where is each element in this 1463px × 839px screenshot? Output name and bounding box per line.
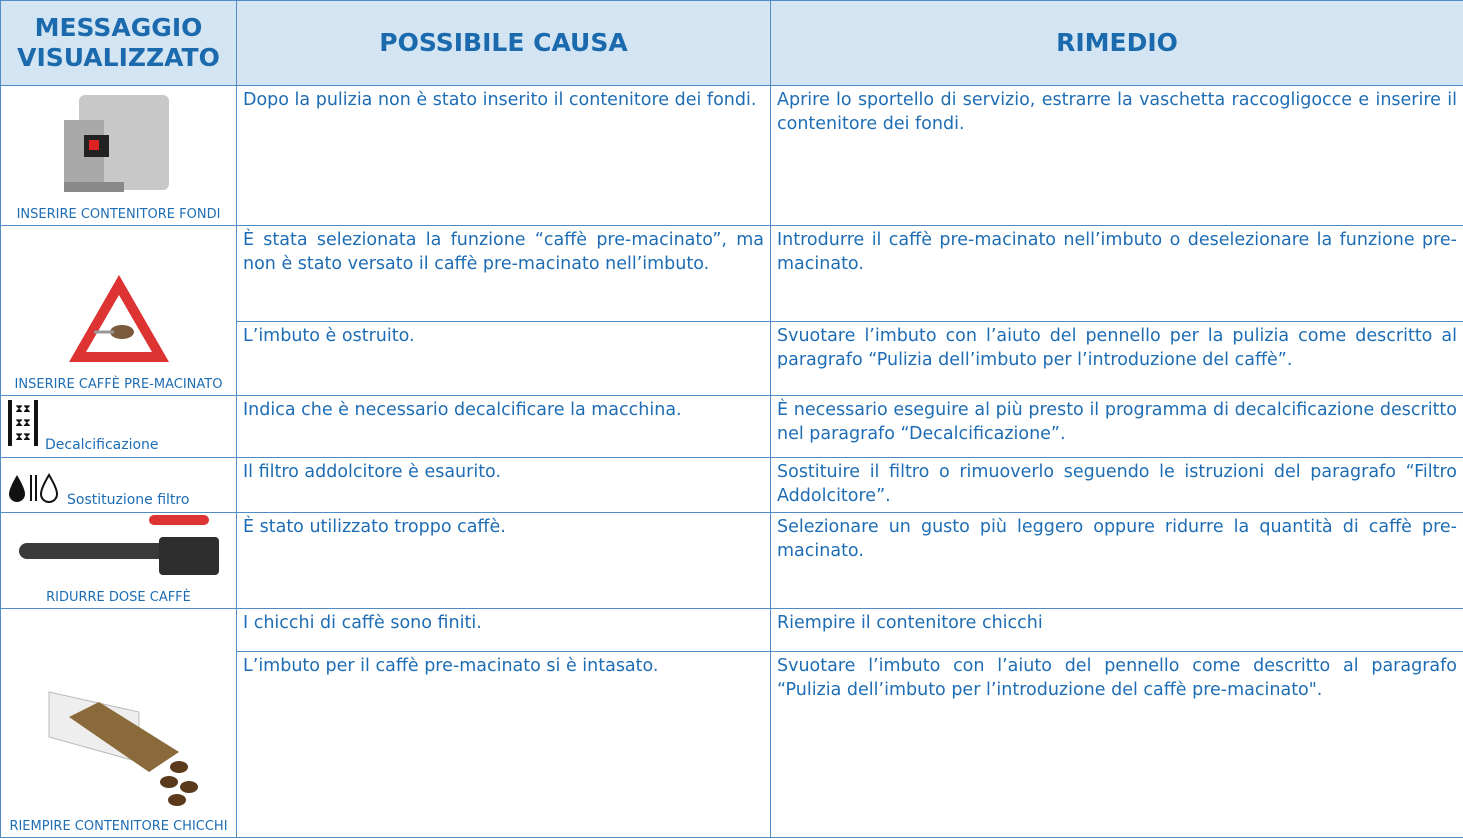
- cause-cell: Dopo la pulizia non è stato inserito il …: [236, 85, 771, 226]
- remedy-cell: Introdurre il caffè pre-macinato nell’im…: [770, 225, 1463, 322]
- message-box: RIEMPIRE CONTENITORE CHICCHI: [1, 682, 236, 837]
- table-row: L’imbuto per il caffè pre-macinato si è …: [1, 651, 1463, 838]
- message-cell: RIEMPIRE CONTENITORE CHICCHI: [0, 608, 237, 838]
- message-label: Sostituzione filtro: [67, 492, 190, 508]
- cause-cell: È stato utilizzato troppo caffè.: [236, 512, 771, 609]
- cause-cell: I chicchi di caffè sono finiti.: [236, 608, 771, 652]
- message-box: ⧗⧗ ⧗⧗ ⧗⧗ Decalcificazione: [1, 396, 236, 457]
- message-cell: INSERIRE CONTENITORE FONDI: [0, 85, 237, 226]
- table-row: RIEMPIRE CONTENITORE CHICCHI I chicchi di…: [0, 608, 1463, 838]
- message-icon: [9, 513, 229, 590]
- message-icon: [64, 270, 174, 377]
- message-box: INSERIRE CONTENITORE FONDI: [1, 90, 236, 225]
- message-label: RIDURRE DOSE CAFFÈ: [46, 590, 191, 605]
- message-icon: [7, 473, 61, 510]
- table-body: INSERIRE CONTENITORE FONDI Dopo la pulizi…: [0, 85, 1463, 838]
- message-cell: RIDURRE DOSE CAFFÈ: [0, 512, 237, 609]
- message-cell: ⧗⧗ ⧗⧗ ⧗⧗ Decalcificazione: [0, 395, 237, 458]
- column-header: RIMEDIO: [770, 0, 1463, 86]
- remedy-cell: Svuotare l’imbuto con l’aiuto del pennel…: [770, 651, 1463, 838]
- message-cell: INSERIRE CAFFÈ PRE-MACINATO: [0, 225, 237, 396]
- remedy-cell: È necessario eseguire al più presto il p…: [770, 395, 1463, 458]
- message-icon: [29, 682, 209, 819]
- message-cell: Sostituzione filtro: [0, 457, 237, 513]
- table-row: ⧗⧗ ⧗⧗ ⧗⧗ Decalcificazione Indica che è neces…: [0, 395, 1463, 458]
- remedy-cell: Aprire lo sportello di servizio, estrarr…: [770, 85, 1463, 226]
- message-box: Sostituzione filtro: [1, 471, 236, 512]
- message-label: RIEMPIRE CONTENITORE CHICCHI: [9, 819, 228, 834]
- message-label: INSERIRE CAFFÈ PRE-MACINATO: [14, 377, 223, 392]
- remedy-cell: Selezionare un gusto più leggero oppure …: [770, 512, 1463, 609]
- remedy-cell: Sostituire il filtro o rimuoverlo seguen…: [770, 457, 1463, 513]
- cause-cell: L’imbuto è ostruito.: [236, 321, 771, 396]
- cause-cell: Indica che è necessario decalcificare la…: [236, 395, 771, 458]
- message-icon: ⧗⧗ ⧗⧗ ⧗⧗: [7, 398, 39, 455]
- message-label: Decalcificazione: [45, 437, 159, 453]
- table-row: INSERIRE CONTENITORE FONDI Dopo la pulizi…: [0, 85, 1463, 226]
- table-row: INSERIRE CAFFÈ PRE-MACINATO È stata selez…: [0, 225, 1463, 396]
- svg-text:⧗⧗: ⧗⧗: [15, 402, 30, 415]
- table-row: L’imbuto è ostruito. Svuotare l’imbuto co…: [1, 321, 1463, 396]
- svg-text:⧗⧗: ⧗⧗: [15, 416, 30, 429]
- table-row: Sostituzione filtro Il filtro addolcitore…: [0, 457, 1463, 513]
- header-row: MESSAGGIO VISUALIZZATO POSSIBILE CAUSA R…: [0, 0, 1463, 86]
- cause-cell: L’imbuto per il caffè pre-macinato si è …: [236, 651, 771, 838]
- column-header: POSSIBILE CAUSA: [236, 0, 771, 86]
- cause-cell: Il filtro addolcitore è esaurito.: [236, 457, 771, 513]
- remedy-cell: Svuotare l’imbuto con l’aiuto del pennel…: [770, 321, 1463, 396]
- message-box: RIDURRE DOSE CAFFÈ: [1, 513, 236, 608]
- remedy-cell: Riempire il contenitore chicchi: [770, 608, 1463, 652]
- message-label: INSERIRE CONTENITORE FONDI: [16, 207, 221, 222]
- cause-cell: È stata selezionata la funzione “caffè p…: [236, 225, 771, 322]
- svg-text:⧗⧗: ⧗⧗: [15, 430, 30, 443]
- column-header: MESSAGGIO VISUALIZZATO: [0, 0, 237, 86]
- message-box: INSERIRE CAFFÈ PRE-MACINATO: [1, 270, 236, 395]
- table-row: RIDURRE DOSE CAFFÈ È stato utilizzato tro…: [0, 512, 1463, 609]
- message-icon: [49, 90, 189, 207]
